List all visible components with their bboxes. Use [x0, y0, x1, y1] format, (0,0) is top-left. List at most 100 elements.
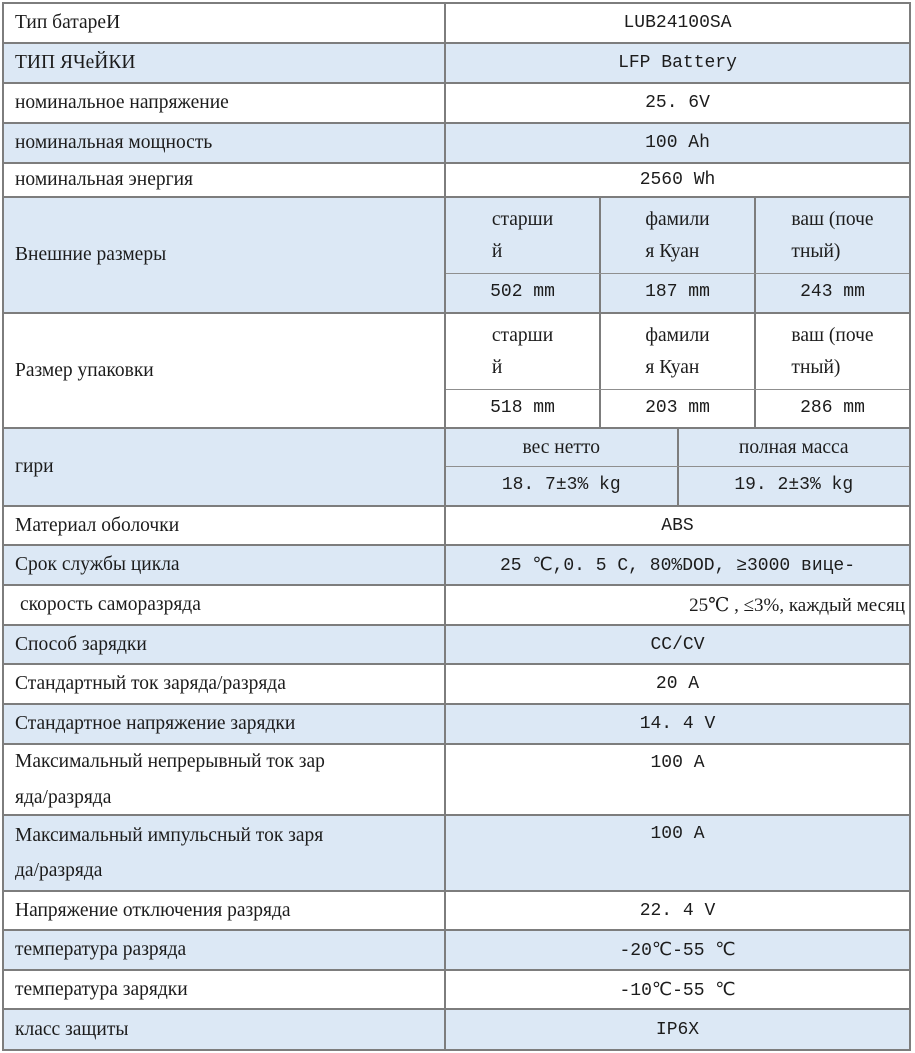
weight-subtable: вес нетто полная масса 18. 7±3% kg 19. 2… — [446, 429, 909, 505]
dimension-value-cell: 518 mm — [446, 390, 601, 427]
dimension-header-row: старши й фамили я Куан ваш (поче тный) — [446, 198, 909, 274]
spec-label-text: Стандартный ток заряда/разряда — [15, 673, 286, 695]
spec-value: 100 A — [446, 745, 909, 814]
spec-label: Материал оболочки — [4, 507, 446, 544]
spec-label: Способ зарядки — [4, 626, 446, 663]
spec-label-text: Максимальный импульсный ток заря да/разр… — [15, 824, 324, 881]
dimension-header-text: фамили я Куан — [645, 209, 710, 262]
spec-value-text: -10℃-55 ℃ — [619, 980, 736, 1001]
spec-label: Тип батареИ — [4, 4, 446, 42]
spec-row-discharge-cutoff-voltage: Напряжение отключения разряда 22. 4 V — [4, 892, 909, 931]
spec-row-nominal-voltage: номинальное напряжение 25. 6V — [4, 84, 909, 124]
dimension-subtable: старши й фамили я Куан ваш (поче тный) 5… — [446, 198, 909, 312]
spec-label: гири — [4, 429, 446, 505]
spec-label: Напряжение отключения разряда — [4, 892, 446, 929]
dimension-subtable: старши й фамили я Куан ваш (поче тный) 5… — [446, 314, 909, 427]
dimension-header-cell: ваш (поче тный) — [756, 314, 909, 389]
weight-header-cell: вес нетто — [446, 429, 679, 466]
spec-value: LUB24100SA — [446, 4, 909, 42]
dimension-header-text: старши й — [491, 325, 554, 378]
weight-value-cell: 18. 7±3% kg — [446, 467, 679, 505]
spec-label-text: Максимальный непрерывный ток зар яда/раз… — [15, 751, 325, 808]
spec-label: Срок службы цикла — [4, 546, 446, 584]
spec-value-text: 100 A — [650, 753, 705, 773]
spec-label: Максимальный импульсный ток заря да/разр… — [4, 816, 446, 890]
spec-value: 2560 Wh — [446, 164, 909, 196]
dimension-value-cell: 243 mm — [800, 282, 865, 303]
spec-label: Внешние размеры — [4, 198, 446, 312]
dimension-header-cell: фамили я Куан — [601, 314, 756, 389]
spec-value: -20℃-55 ℃ — [446, 931, 909, 969]
spec-label-text: номинальное напряжение — [15, 92, 229, 114]
spec-value: 100 Ah — [446, 124, 909, 162]
spec-value-text: CC/CV — [650, 634, 705, 655]
spec-row-protection-class: класс защиты IP6X — [4, 1010, 909, 1049]
dimension-value-cell: 502 mm — [446, 274, 601, 312]
spec-row-package-dimensions: Размер упаковки старши й фамили я Куан в… — [4, 314, 909, 429]
weight-value-cell: 19. 2±3% kg — [734, 475, 854, 496]
dimension-header-row: старши й фамили я Куан ваш (поче тный) — [446, 314, 909, 390]
spec-value-text: LFP Battery — [618, 53, 737, 73]
spec-value-text: ABS — [661, 515, 694, 536]
spec-label: номинальная энергия — [4, 164, 446, 196]
dimension-value-cell: 187 mm — [601, 274, 756, 312]
dimension-value-row: 518 mm 203 mm 286 mm — [446, 390, 909, 427]
spec-label-text: ТИП ЯЧеЙКИ — [15, 52, 136, 74]
dimension-header-cell: старши й — [446, 314, 601, 389]
dimension-value-cell: 203 mm — [601, 390, 756, 427]
spec-label: класс защиты — [4, 1010, 446, 1049]
spec-value-text: 2560 Wh — [639, 170, 716, 190]
spec-value: LFP Battery — [446, 44, 909, 82]
spec-value-text: 25℃ , ≤3%, каждый месяц — [689, 594, 905, 616]
spec-label-text: Тип батареИ — [15, 12, 121, 34]
spec-row-standard-current: Стандартный ток заряда/разряда 20 A — [4, 665, 909, 705]
spec-value-text: 100 Ah — [645, 133, 710, 153]
spec-label: температура зарядки — [4, 971, 446, 1008]
dimension-header-cell: ваш (поче тный) — [756, 198, 909, 273]
spec-label-text: Напряжение отключения разряда — [15, 899, 291, 921]
spec-value: 20 A — [446, 665, 909, 703]
spec-label-text: Срок службы цикла — [15, 554, 180, 576]
spec-label: скорость саморазряда — [4, 586, 446, 624]
spec-row-external-dimensions: Внешние размеры старши й фамили я Куан в… — [4, 198, 909, 314]
weight-value-row: 18. 7±3% kg 19. 2±3% kg — [446, 467, 909, 505]
spec-value-text: 25 ℃,0. 5 C, 80%DOD, ≥3000 вице- — [499, 556, 856, 576]
spec-row-max-pulse-current: Максимальный импульсный ток заря да/разр… — [4, 816, 909, 892]
spec-label-text: класс защиты — [15, 1018, 129, 1040]
weight-header-cell: полная масса — [738, 436, 849, 458]
spec-value-text: LUB24100SA — [623, 13, 732, 33]
spec-row-standard-charge-voltage: Стандартное напряжение зарядки 14. 4 V — [4, 705, 909, 745]
spec-label: номинальное напряжение — [4, 84, 446, 122]
dimension-header-text: фамили я Куан — [645, 325, 710, 378]
spec-row-nominal-capacity: номинальная мощность 100 Ah — [4, 124, 909, 164]
spec-label: температура разряда — [4, 931, 446, 969]
spec-row-max-continuous-current: Максимальный непрерывный ток зар яда/раз… — [4, 745, 909, 816]
spec-label: Стандартный ток заряда/разряда — [4, 665, 446, 703]
spec-row-weight: гири вес нетто полная масса 18. 7±3% kg … — [4, 429, 909, 507]
spec-label-text: Стандартное напряжение зарядки — [15, 713, 296, 735]
spec-row-self-discharge: скорость саморазряда 25℃ , ≤3%, каждый м… — [4, 586, 909, 626]
dimension-header-text: ваш (поче тный) — [791, 325, 874, 378]
dimension-header-text: ваш (поче тный) — [791, 209, 874, 262]
spec-value-text: IP6X — [655, 1019, 700, 1040]
spec-label-text: скорость саморазряда — [20, 594, 201, 616]
spec-row-battery-type: Тип батареИ LUB24100SA — [4, 4, 909, 44]
spec-row-cell-type: ТИП ЯЧеЙКИ LFP Battery — [4, 44, 909, 84]
weight-header-row: вес нетто полная масса — [446, 429, 909, 467]
spec-value-text: 100 A — [650, 824, 705, 844]
spec-value: IP6X — [446, 1010, 909, 1049]
spec-value: 25℃ , ≤3%, каждый месяц — [446, 586, 909, 624]
spec-value: 25. 6V — [446, 84, 909, 122]
spec-value: -10℃-55 ℃ — [446, 971, 909, 1008]
spec-value: 14. 4 V — [446, 705, 909, 743]
dimension-value-cell: 286 mm — [800, 397, 865, 418]
spec-value-text: 25. 6V — [645, 93, 710, 113]
spec-row-cycle-life: Срок службы цикла 25 ℃,0. 5 C, 80%DOD, ≥… — [4, 546, 909, 586]
spec-row-nominal-energy: номинальная энергия 2560 Wh — [4, 164, 909, 198]
spec-label-text: Способ зарядки — [15, 633, 147, 655]
spec-label: Максимальный непрерывный ток зар яда/раз… — [4, 745, 446, 814]
spec-label-text: Внешние размеры — [15, 244, 167, 266]
spec-row-charge-temperature: температура зарядки -10℃-55 ℃ — [4, 971, 909, 1010]
spec-value-text: 20 A — [655, 674, 700, 694]
